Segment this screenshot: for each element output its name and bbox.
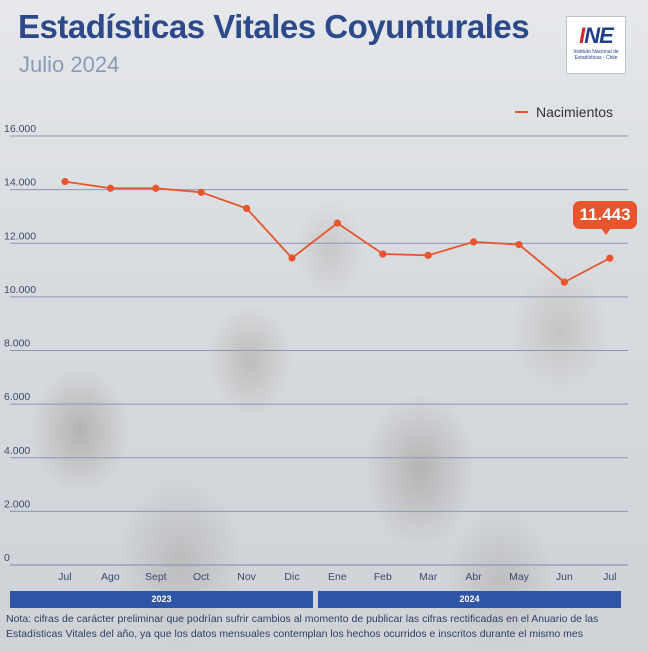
- logo-text: Instituto Nacional de Estadísticas - Chi…: [573, 49, 619, 61]
- y-tick-label: 4.000: [4, 445, 30, 457]
- data-point: [197, 188, 205, 196]
- y-tick-label: 2.000: [4, 498, 30, 510]
- y-tick-label: 14.000: [4, 177, 36, 189]
- legend-label: Nacimientos: [536, 104, 614, 120]
- data-point: [288, 254, 296, 262]
- x-tick-label: May: [509, 571, 530, 583]
- x-tick-label: Nov: [237, 571, 256, 583]
- data-point: [243, 204, 251, 212]
- y-tick-label: 12.000: [4, 230, 36, 242]
- data-point: [61, 177, 69, 186]
- footnote: Nota: cifras de carácter preliminar que …: [6, 613, 599, 640]
- series-line-nacimientos: [64, 180, 611, 284]
- data-point: [379, 250, 387, 258]
- data-point: [333, 219, 341, 227]
- data-point: [560, 278, 569, 286]
- y-tick-label: 16.000: [4, 123, 36, 135]
- ine-logo: INE Instituto Nacional de Estadísticas -…: [566, 16, 626, 74]
- year-bar-2024: 2024: [318, 591, 621, 608]
- x-tick-label: Ene: [328, 571, 347, 583]
- chart-legend: Nacimientos: [515, 104, 613, 120]
- y-tick-label: 6.000: [4, 391, 30, 403]
- x-tick-label: Jun: [556, 571, 573, 583]
- x-tick-label: Jul: [58, 571, 71, 583]
- logo-mark: INE: [579, 23, 614, 48]
- x-tick-label: Ago: [101, 571, 120, 583]
- x-tick-label: Mar: [419, 571, 438, 583]
- data-point: [424, 251, 432, 259]
- x-tick-label: Oct: [193, 571, 209, 583]
- data-point: [106, 184, 114, 192]
- x-tick-label: Abr: [465, 571, 482, 583]
- x-tick-label: Dic: [284, 571, 299, 583]
- last-value-callout: 11.443: [573, 201, 637, 235]
- x-tick-label: Sept: [145, 571, 167, 583]
- page-title: Estadísticas Vitales Coyunturales: [18, 8, 530, 45]
- data-point: [515, 240, 523, 249]
- data-point: [152, 184, 160, 192]
- x-tick-label: Feb: [374, 571, 392, 583]
- x-tick-label: Jul: [603, 571, 616, 583]
- legend-line-swatch: [515, 111, 528, 113]
- year-bar-2023: 2023: [10, 591, 313, 608]
- y-tick-label: 8.000: [4, 338, 30, 350]
- data-point: [606, 254, 614, 262]
- y-tick-label: 10.000: [4, 284, 36, 296]
- data-point: [470, 238, 478, 246]
- y-tick-label: 0: [4, 552, 10, 564]
- page-subtitle: Julio 2024: [19, 52, 120, 77]
